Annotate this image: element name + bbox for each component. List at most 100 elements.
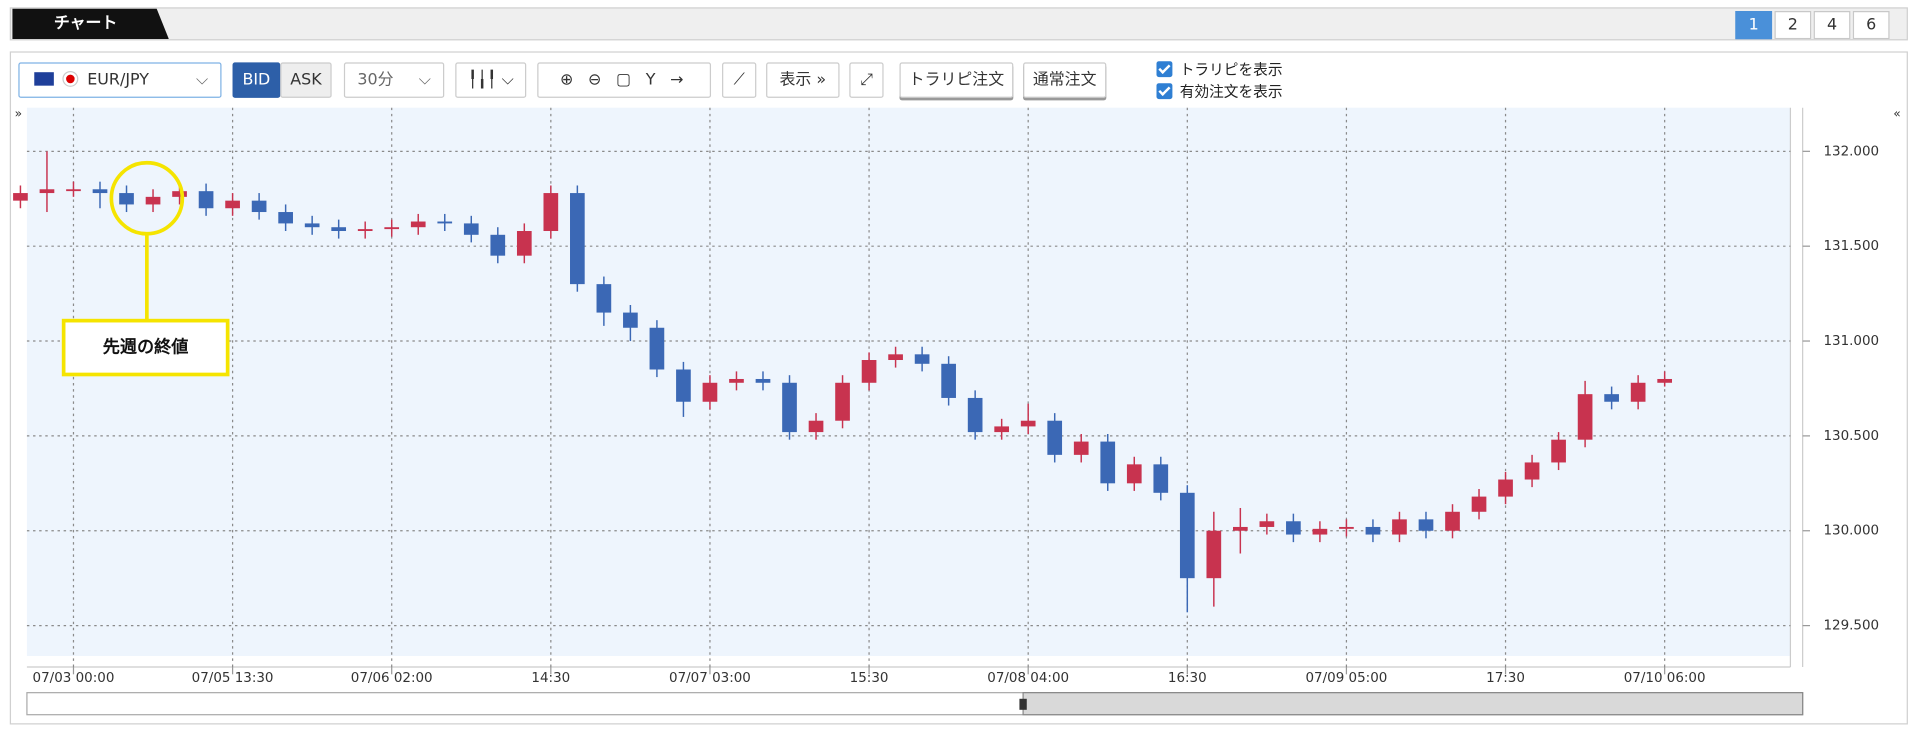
candle-body xyxy=(384,227,400,230)
candle-body xyxy=(1233,526,1248,531)
candle-body xyxy=(835,382,850,421)
candle-body xyxy=(1339,526,1354,529)
candle-body xyxy=(782,382,797,433)
x-tick-label: 17:30 xyxy=(1486,671,1525,686)
x-tick-label: 14:30 xyxy=(531,671,570,686)
candle-body xyxy=(331,227,347,232)
candle-body xyxy=(570,193,585,285)
checkbox-orders[interactable]: 有効注文を表示 xyxy=(1156,82,1283,102)
y-tick-label: 132.000 xyxy=(1823,144,1879,159)
candle-body xyxy=(1100,441,1116,484)
candle-body xyxy=(1551,439,1566,463)
candle-body xyxy=(543,193,559,232)
jp-flag xyxy=(62,70,79,87)
candle-body xyxy=(1498,479,1513,497)
x-tick-label: 07/03 00:00 xyxy=(33,671,115,686)
candle-body xyxy=(702,382,718,402)
chart-type-select[interactable]: ╿╽╿ ⌵ xyxy=(455,62,527,98)
y-tick-label: 129.500 xyxy=(1823,619,1879,634)
bid-button[interactable]: BID xyxy=(232,62,281,98)
normal-order-button[interactable]: 通常注文 xyxy=(1023,62,1107,98)
tab-bar xyxy=(9,7,1908,41)
candle-body xyxy=(1577,394,1593,440)
candle-body xyxy=(251,200,267,213)
x-tick-label: 07/08 04:00 xyxy=(987,671,1069,686)
candle-body xyxy=(1392,519,1407,535)
candle-body xyxy=(410,221,426,228)
chart-panel xyxy=(9,51,1908,725)
x-tick-label: 07/05 13:30 xyxy=(192,671,274,686)
candle-body xyxy=(1471,496,1487,512)
page-button[interactable]: 4 xyxy=(1813,11,1851,40)
candle-body xyxy=(914,354,930,364)
candle-body xyxy=(755,378,771,383)
page-button[interactable]: 1 xyxy=(1735,11,1773,40)
candle-body xyxy=(172,191,187,197)
checkbox-trarepi[interactable]: トラリピを表示 xyxy=(1156,60,1283,80)
candle-body xyxy=(1445,511,1460,531)
checkbox-label: 有効注文を表示 xyxy=(1179,83,1283,101)
x-tick-label: 07/10 06:00 xyxy=(1624,671,1706,686)
candle-body xyxy=(994,426,1010,433)
candle-body xyxy=(278,212,293,224)
candle-body xyxy=(357,229,373,232)
eu-flag xyxy=(34,72,54,86)
candle-body xyxy=(941,363,956,398)
candle-body xyxy=(1126,464,1142,484)
candle-body xyxy=(437,221,453,224)
y-tick-label: 130.500 xyxy=(1823,429,1879,444)
navigator-handle[interactable] xyxy=(1019,698,1027,710)
indicator-button[interactable]: ⟋ xyxy=(722,62,757,98)
navigator-window[interactable] xyxy=(1022,692,1804,716)
candle-body xyxy=(1312,528,1328,535)
candle-body xyxy=(1020,420,1036,427)
candle-body xyxy=(198,191,214,209)
candle-body xyxy=(1047,420,1063,455)
expand-left[interactable]: » xyxy=(15,106,22,120)
chart-tab[interactable]: チャート xyxy=(12,8,169,40)
zoom-tools[interactable]: ⊕⊖▢Y→ xyxy=(537,62,712,98)
display-menu[interactable]: 表示 » xyxy=(766,62,840,98)
candle-body xyxy=(967,397,983,433)
y-tick-label: 131.500 xyxy=(1823,239,1879,254)
candle-body xyxy=(861,360,877,383)
ask-button[interactable]: ASK xyxy=(280,62,332,98)
candle-body xyxy=(39,189,55,194)
candle-body xyxy=(596,284,612,313)
candle-body xyxy=(888,354,903,361)
page-button[interactable]: 2 xyxy=(1774,11,1812,40)
symbol: EUR/JPY xyxy=(87,70,150,90)
dropdown-arrow: ⌵ xyxy=(195,70,209,90)
candle-body xyxy=(1153,464,1169,493)
candle-body xyxy=(1524,462,1540,480)
symbol-select[interactable]: EUR/JPY ⌵ xyxy=(18,62,222,98)
page-button[interactable]: 6 xyxy=(1852,11,1890,40)
candle-body xyxy=(145,196,161,205)
candle-body xyxy=(1206,530,1222,579)
x-tick-label: 16:30 xyxy=(1168,671,1207,686)
checkbox-label: トラリピを表示 xyxy=(1179,61,1283,79)
candle-body xyxy=(1604,394,1619,402)
candle-body xyxy=(1286,521,1301,535)
candle-body xyxy=(1179,492,1195,579)
candle-body xyxy=(225,200,240,209)
interval-select[interactable]: 30分 ⌵ xyxy=(343,62,445,98)
candle-body xyxy=(1630,382,1646,402)
trarepi-order-button[interactable]: トラリピ注文 xyxy=(899,62,1014,98)
candle-body xyxy=(676,369,691,402)
fullscreen-button[interactable]: ⤢ xyxy=(849,62,884,98)
candle-body xyxy=(13,193,28,201)
candle-body xyxy=(649,327,665,370)
expand-right[interactable]: « xyxy=(1893,106,1900,120)
annotation: 先週の終値 xyxy=(61,160,230,377)
plot-area xyxy=(26,107,1791,656)
candle-body xyxy=(808,420,824,433)
candle-body xyxy=(1073,441,1089,455)
y-tick-label: 131.000 xyxy=(1823,334,1879,349)
candle-body xyxy=(1657,378,1673,383)
y-tick-label: 130.000 xyxy=(1823,524,1879,539)
candle-body xyxy=(463,223,479,235)
